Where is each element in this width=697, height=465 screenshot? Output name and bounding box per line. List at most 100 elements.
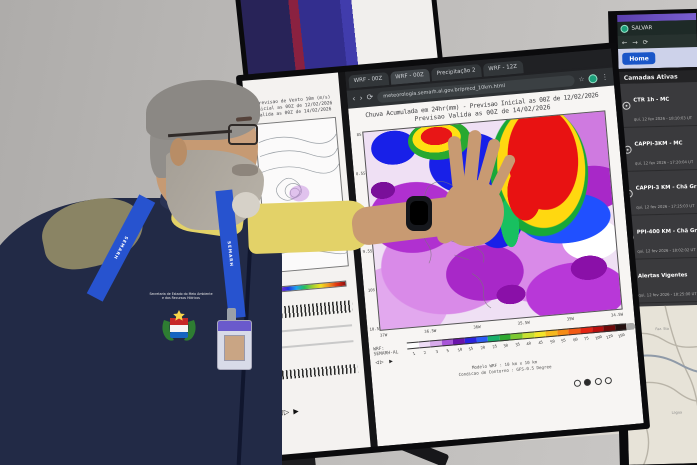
colorbar-swatch (591, 325, 604, 334)
browser-menu-icon[interactable]: ⋮ (601, 72, 609, 82)
back-icon[interactable]: ‹ (351, 94, 356, 104)
pagination-dots (573, 376, 613, 388)
browser-window: WRF - 00Z WRF - 00Z Precipitação 2 WRF - 12… (344, 48, 644, 447)
right-tab-label[interactable]: SALVAR (631, 25, 653, 32)
y-tick-label: 9.5S (362, 248, 373, 254)
colorbar-swatch (614, 323, 627, 332)
colorbar-swatch (452, 337, 466, 346)
person-hair (146, 80, 260, 140)
play-icon[interactable]: ▶ (388, 357, 395, 366)
colorbar-value: 3 (434, 348, 439, 354)
pagination-dot[interactable] (583, 378, 592, 387)
layer-label: Alertas Vigentes (637, 271, 688, 280)
svg-text:Faz. Sta: Faz. Sta (655, 327, 669, 331)
layer-row[interactable]: CAPPI-3 KM - Chã Gr qui, 12 fev 2026 - 1… (621, 169, 697, 216)
time-axis-strip (273, 363, 359, 381)
person-ear (170, 138, 187, 166)
colorbar-value: 150 (617, 331, 626, 339)
colorbar-swatch (487, 334, 500, 343)
next-frame-icon[interactable]: ▷ (379, 358, 385, 366)
bookmark-star-icon[interactable]: ☆ (578, 75, 585, 84)
forward-icon[interactable]: › (359, 93, 364, 103)
colorbar-swatch (545, 329, 558, 338)
model-watermark: WRF: SEMARH-AL (373, 346, 399, 358)
y-tick-label: 10S (367, 287, 376, 293)
colorbar-swatch (441, 338, 454, 347)
colorbar-swatch (579, 326, 593, 335)
beard-white-streak (232, 192, 260, 218)
pagination-dot[interactable] (604, 376, 613, 385)
layer-timestamp: qui, 12 fev 2026 - 18:10:03 UT (633, 114, 693, 122)
y-tick-label: 8.5S (355, 170, 366, 177)
layer-row[interactable]: CTR 1h - MC qui, 12 fev 2026 - 18:10:03 … (618, 81, 697, 128)
colorbar-value: 35 (514, 340, 521, 347)
glasses-lens (228, 124, 258, 145)
layer-label: CAPPI-3 KM - Chã Gr (635, 183, 697, 192)
layer-timestamp: qui, 12 fev 2026 - 18:02:02 UT (637, 246, 696, 254)
colorbar-value: 100 (594, 333, 603, 341)
state-coat-of-arms (158, 304, 200, 346)
divider-line (273, 340, 354, 350)
pagination-dot[interactable] (594, 377, 602, 386)
colorbar-swatch (603, 324, 616, 333)
svg-text:Lagoa: Lagoa (671, 410, 682, 414)
colorbar-swatch (406, 341, 419, 350)
pagination-dot[interactable] (573, 379, 581, 388)
colorbar-endcap (626, 322, 637, 330)
badge-strip (218, 321, 251, 331)
id-badge (217, 320, 252, 370)
site-logo-icon (620, 24, 629, 33)
colorbar-value: 25 (491, 342, 498, 349)
colorbar-value: 15 (468, 344, 475, 352)
colorbar-value: 2 (423, 349, 427, 355)
badge-photo (224, 335, 245, 361)
layer-timestamp: qui, 12 fev 2026 - 17:25:03 UT (636, 202, 695, 210)
refresh-icon[interactable]: ⟳ (642, 37, 649, 46)
person-mustache (232, 164, 258, 176)
divider-line (272, 324, 353, 334)
person-hand (444, 180, 504, 246)
colorbar-swatch (418, 340, 431, 349)
home-bar: Home (618, 46, 697, 70)
colorbar-swatch (499, 333, 512, 342)
colorbar-value: 1 (411, 350, 416, 356)
colorbar-swatch (476, 335, 489, 344)
colorbar-value: 45 (537, 338, 544, 345)
colorbar-value: 50 (549, 337, 556, 344)
smartwatch-face (410, 201, 428, 225)
layer-icon (622, 101, 631, 110)
next-frame-icon[interactable]: ▷ (283, 407, 291, 417)
profile-avatar[interactable] (588, 73, 598, 84)
y-tick-label: 8S (356, 131, 362, 138)
refresh-icon[interactable]: ⟳ (366, 92, 374, 103)
x-tick-label: 36.5W (424, 327, 437, 334)
colorbar-value: 30 (502, 341, 509, 348)
x-tick-label: 37W (379, 332, 388, 338)
smartwatch (406, 196, 432, 231)
layer-timestamp: qui, 12 fev 2026 - 17:20:04 UT (634, 158, 694, 166)
x-tick-label: 36W (473, 324, 481, 330)
y-tick-label: 10.5S (369, 325, 382, 332)
colorbar-value: 60 (572, 335, 579, 342)
layer-row[interactable]: CAPPI-3KM - MC qui, 12 fev 2026 - 17:20:… (620, 125, 697, 172)
layer-timestamp: qui, 12 fev 2026 - 18:25:00 UT (638, 290, 697, 298)
colorbar-swatch (429, 339, 443, 348)
colorbar-swatch (556, 328, 570, 337)
colorbar-swatch (464, 336, 477, 345)
colorbar-swatch (568, 327, 581, 336)
x-tick-label: 34.5W (610, 311, 624, 318)
colorbar-segment: 150 (614, 323, 628, 339)
colorbar-value: 55 (560, 336, 567, 343)
play-icon[interactable]: ▶ (293, 407, 301, 416)
layer-label: PPI-400 KM - Chã Gra (636, 227, 697, 236)
back-icon[interactable]: ← (621, 38, 628, 47)
badge-clip (227, 308, 236, 323)
home-button[interactable]: Home (622, 52, 656, 65)
colorbar-value: 75 (583, 334, 590, 341)
colorbar-swatch (522, 331, 535, 340)
layer-label: CTR 1h - MC (633, 96, 670, 104)
rain-anim-controls[interactable]: ◁▷ ▶ (375, 358, 394, 367)
x-tick-label: 35.5W (517, 319, 530, 326)
forward-icon[interactable]: → (632, 37, 638, 47)
